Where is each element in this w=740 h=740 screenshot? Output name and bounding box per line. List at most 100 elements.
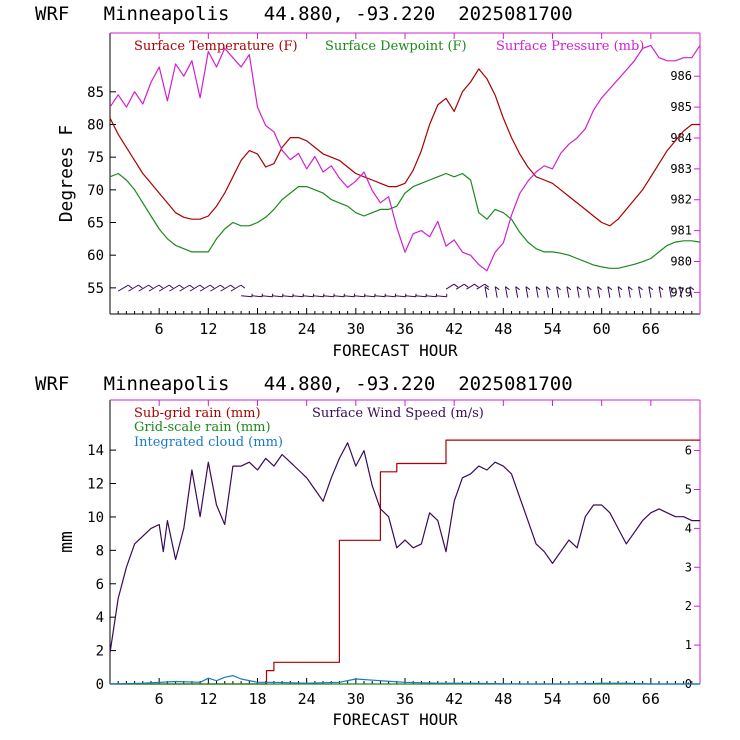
wind-barb — [668, 286, 672, 298]
x-axis-label: FORECAST HOUR — [332, 710, 458, 729]
wind-barb-flag — [515, 286, 520, 291]
wind-barb-flag — [189, 284, 194, 289]
wind-barb — [515, 286, 519, 298]
wind-barb-flag — [525, 286, 531, 291]
wind-barb — [476, 283, 485, 290]
wind-barb — [271, 295, 283, 298]
wind-barb — [251, 295, 263, 298]
x-tick-label: 30 — [347, 690, 365, 708]
chart-title: WRF Minneapolis 44.880, -93.220 20250817… — [35, 373, 573, 395]
wind-barb-flag — [597, 286, 602, 291]
wind-barb — [241, 295, 253, 298]
wind-barb — [282, 295, 294, 298]
wind-barb — [455, 283, 465, 290]
wind-barb — [292, 295, 304, 298]
wind-barb — [415, 295, 427, 298]
y2-tick-label: 984 — [670, 131, 692, 145]
x-tick-label: 24 — [298, 690, 316, 708]
wind-barb — [343, 295, 355, 298]
wind-barb — [189, 284, 201, 292]
wind-barb — [494, 286, 498, 298]
wind-barb-flag — [648, 286, 654, 291]
wind-barb-flag — [494, 286, 500, 291]
wind-barb — [323, 295, 335, 298]
wind-barb-flag — [463, 283, 469, 288]
wind-barb — [658, 286, 662, 298]
y2-tick-label: 979 — [670, 285, 692, 299]
wind-barb-flag — [209, 284, 215, 289]
series-line-surface-dewpoint-f — [109, 172, 701, 269]
wind-barb-flag — [158, 284, 164, 289]
wind-barb-flag — [669, 286, 674, 291]
wind-barb — [353, 295, 365, 298]
wind-barb-flag — [474, 283, 479, 288]
wind-barb-flag — [484, 286, 490, 291]
y-tick-label: 12 — [87, 477, 104, 493]
wind-barb — [384, 295, 396, 298]
wind-barb — [638, 286, 642, 298]
wind-barb — [138, 284, 149, 292]
y-tick-label: 80 — [87, 117, 104, 133]
x-tick-label: 48 — [494, 320, 512, 338]
wind-barb-flag — [199, 284, 205, 289]
wind-barb-flag — [566, 286, 572, 291]
wind-barb-flag — [546, 286, 551, 291]
wind-barb — [128, 284, 139, 292]
legend-entry: Integrated cloud (mm) — [134, 435, 283, 450]
y2-tick-label: 6 — [685, 444, 692, 458]
wind-barb — [179, 284, 190, 292]
wind-barb — [556, 286, 560, 298]
wind-barb-flag — [240, 284, 246, 289]
wind-barb — [261, 295, 273, 298]
chart-panel-2: WRF Minneapolis 44.880, -93.220 20250817… — [35, 373, 701, 729]
wind-barb-flag — [179, 284, 184, 289]
legend-entry: Surface Wind Speed (m/s) — [312, 406, 484, 421]
wind-barb — [404, 295, 417, 298]
y2-tick-label: 5 — [685, 482, 692, 496]
y-tick-label: 70 — [87, 183, 104, 199]
wind-barb — [627, 286, 631, 298]
y-tick-label: 0 — [96, 677, 104, 693]
x-tick-label: 66 — [642, 320, 660, 338]
x-tick-label: 66 — [642, 690, 660, 708]
legend-entry: Surface Temperature (F) — [134, 39, 298, 54]
wind-barb-flag — [576, 286, 582, 291]
wind-barb-flag — [617, 286, 623, 291]
wind-barb — [425, 295, 437, 298]
x-tick-label: 18 — [248, 320, 266, 338]
series-line-surface-pressure-mb — [109, 44, 701, 272]
wind-barb — [607, 286, 611, 298]
y-axis-label: Degrees F — [56, 125, 77, 223]
wind-barb-flag — [638, 286, 643, 291]
x-tick-label: 54 — [543, 320, 561, 338]
wind-barb — [689, 286, 693, 298]
wind-barb — [302, 295, 314, 298]
y-tick-label: 55 — [87, 281, 104, 297]
wind-barb — [586, 286, 590, 298]
wind-barb-flag — [535, 286, 541, 291]
wind-barb — [525, 286, 529, 298]
wind-barb-flag — [689, 286, 695, 291]
wind-barb — [158, 284, 170, 292]
wind-barb-flag — [453, 283, 459, 288]
y-tick-label: 10 — [87, 510, 104, 526]
chart-panel-1: WRF Minneapolis 44.880, -93.220 20250817… — [35, 3, 701, 360]
x-tick-label: 54 — [543, 690, 561, 708]
legend-entry: Surface Pressure (mb) — [496, 39, 644, 54]
wind-barb-flag — [127, 284, 133, 289]
y2-tick-label: 986 — [670, 69, 692, 83]
y-tick-label: 4 — [96, 610, 104, 626]
x-axis-label: FORECAST HOUR — [332, 341, 458, 360]
x-tick-label: 18 — [248, 690, 266, 708]
wind-barb-flag — [230, 284, 235, 289]
wind-barb — [199, 284, 211, 292]
wind-barb — [117, 284, 129, 292]
wind-barb — [545, 286, 549, 298]
y2-tick-label: 4 — [685, 521, 692, 535]
wind-barb-flag — [556, 286, 561, 291]
x-tick-label: 12 — [199, 320, 217, 338]
wind-barb — [445, 283, 455, 290]
y-tick-label: 14 — [87, 443, 104, 459]
series-line-sub-grid-rain-mm — [110, 439, 700, 685]
